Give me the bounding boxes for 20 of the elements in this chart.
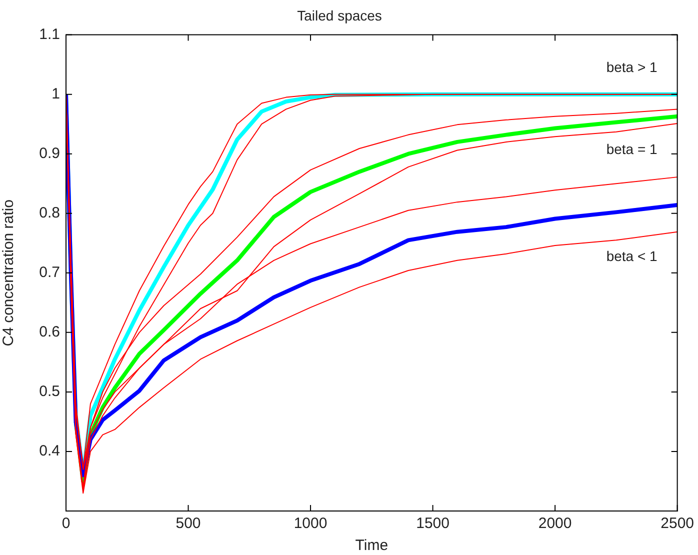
y-axis-title: C4 concentration ratio [0,200,18,346]
y-tick-label: 0.9 [39,144,60,162]
x-tick-label: 2000 [538,515,572,532]
x-tick-label: 0 [62,515,70,532]
x-axis-title: Time [355,537,388,554]
x-tick-label: 2500 [660,515,694,532]
chart-title: Tailed spaces [297,7,382,24]
y-tick-label: 0.4 [39,442,60,460]
text: beta < 1 [606,248,658,264]
y-tick-label: 0.7 [39,264,60,282]
y-tick-label: 0.6 [39,324,60,341]
y-tick-label: 1.1 [39,26,60,43]
x-tick-label: 1000 [294,515,328,532]
x-tick-label: 1500 [416,515,450,532]
x-tick-label: 500 [176,515,201,532]
y-tick-label: 1 [52,85,60,102]
series-label: beta > 1 [606,59,658,76]
series-label: beta = 1 [606,141,658,158]
y-tick-label: 0.8 [39,204,60,222]
y-tick-label: 0.5 [39,383,60,400]
